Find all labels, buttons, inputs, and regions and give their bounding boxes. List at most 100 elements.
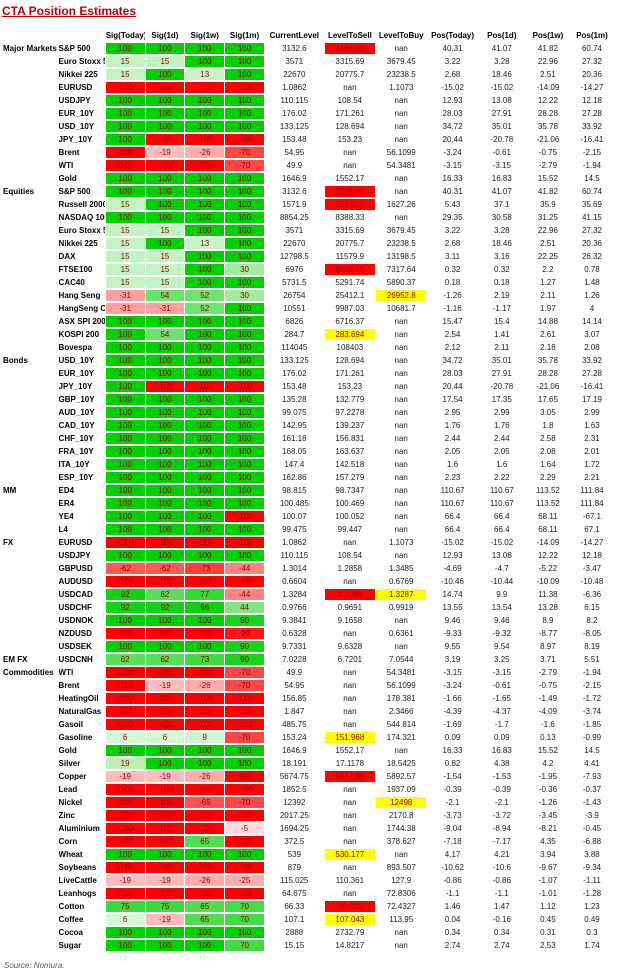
signal-cell: -100 — [145, 888, 185, 899]
signal-cell: 100 — [145, 459, 185, 470]
pos-1d-cell: 2.22 — [494, 473, 510, 482]
pos-1m-cell: -0.45 — [582, 824, 602, 833]
instrument-name: ER4 — [58, 499, 75, 508]
pos-today-cell: 2.23 — [444, 473, 461, 482]
signal-cell: 100 — [145, 173, 185, 184]
instrument-name: Brent — [58, 681, 80, 690]
header-level-to-buy: LevelToBuy — [378, 31, 424, 40]
table-row: FTSE100 15 15 100 30 6976 6986.12 7317.64 0.32 0.… — [3, 264, 613, 275]
pos-1w-cell: -1.6 — [541, 720, 555, 729]
instrument-name: L4 — [58, 525, 68, 534]
instrument-name: Gasoline — [58, 733, 93, 742]
signal-cell: 100 — [105, 95, 145, 106]
pos-1m-cell: -0.37 — [582, 785, 602, 794]
signal-cell: 100 — [185, 641, 225, 652]
level-to-sell-cell: nan — [343, 785, 357, 794]
table-row: Coffee 6 -19 65 70 107.1 107.043 113.95 0.04 -0.1… — [3, 914, 613, 925]
signal-cell: -19 — [145, 914, 185, 925]
pos-1d-cell: -1.65 — [492, 694, 511, 703]
pos-1m-cell: 4.41 — [584, 759, 600, 768]
current-level-cell: 54.95 — [284, 148, 305, 157]
pos-1m-cell: -10.48 — [580, 577, 604, 586]
pos-1m-cell: 33.92 — [581, 122, 602, 131]
level-to-sell-cell: nan — [343, 629, 357, 638]
table-row: Wheat 100 100 100 100 539 530.177 nan 4.17 4.21 3.… — [3, 849, 613, 860]
pos-today-cell: 28.03 — [442, 369, 463, 378]
signal-cell: -100 — [105, 706, 145, 717]
pos-1m-cell: 27.28 — [581, 109, 602, 118]
table-row: Euro Stoxx 50151510010035713315.693679.4… — [3, 56, 613, 67]
signal-cell: 92 — [105, 602, 145, 613]
pos-1w-cell: 22.96 — [537, 226, 558, 235]
signal-cell: 15 — [105, 69, 145, 80]
signal-cell: -100 — [105, 836, 145, 847]
level-to-buy-cell: nan — [394, 369, 408, 378]
signal-cell: 100 — [225, 199, 264, 210]
signal-cell: -100 — [145, 719, 185, 730]
signal-cell: 15 — [105, 277, 145, 288]
level-to-sell-cell: nan — [343, 863, 357, 872]
signal-cell: -90 — [225, 628, 264, 639]
pos-today-cell: -1.1 — [445, 889, 460, 898]
pos-1d-cell: 2.74 — [494, 941, 510, 950]
pos-today-cell: 3.22 — [444, 226, 461, 235]
level-to-sell-cell: nan — [343, 824, 357, 833]
pos-1w-cell: -9.67 — [538, 863, 558, 872]
signal-cell: 100 — [145, 121, 185, 132]
pos-today-cell: 9.55 — [444, 642, 461, 651]
instrument-name: ESP_10Y — [58, 473, 94, 482]
level-to-buy-cell: nan — [394, 616, 408, 625]
pos-today-cell: -4.69 — [443, 564, 462, 573]
pos-1d-cell: -1.7 — [494, 720, 509, 729]
signal-cell: -26 — [185, 771, 225, 782]
signal-cell: 100 — [185, 433, 225, 444]
instrument-name: DAX — [58, 252, 76, 261]
current-level-cell: 156.85 — [282, 694, 307, 703]
group-label — [3, 69, 58, 80]
level-to-sell-cell: 5677.96 — [324, 771, 376, 782]
group-label — [3, 173, 58, 184]
table-row: JPY_10Y 100 -100 -100 -100 153.48 153.23 nan 20.… — [3, 381, 613, 392]
instrument-name: EUR_10Y — [58, 109, 95, 118]
pos-1d-cell: 2.44 — [494, 434, 510, 443]
pos-1m-cell: -16.41 — [580, 135, 604, 144]
signal-cell: 54 — [145, 290, 185, 301]
signal-cell: 100 — [105, 420, 145, 431]
level-to-buy-cell: 26952.8 — [376, 290, 427, 301]
pos-1d-cell: 0.34 — [494, 928, 510, 937]
current-level-cell: 100.07 — [282, 512, 307, 521]
table-row: Soybeans -100 -100 -100 -100 879 nan 893.507 -10… — [3, 862, 613, 873]
signal-cell: 100 — [105, 615, 145, 626]
pos-1m-cell: 41.15 — [581, 213, 602, 222]
pos-today-cell: 2.74 — [444, 941, 461, 950]
pos-1m-cell: -2.15 — [582, 681, 602, 690]
signal-cell: 100 — [225, 745, 264, 756]
current-level-cell: 9.3841 — [282, 616, 307, 625]
instrument-name: USDCHF — [58, 603, 92, 612]
signal-cell: 100 — [225, 238, 264, 249]
group-label — [3, 758, 58, 769]
pos-today-cell: 29.35 — [442, 213, 463, 222]
instrument-name: Aluminium — [58, 824, 100, 833]
pos-1w-cell: 35.78 — [537, 122, 558, 131]
cta-position-table: Sig(Today) Sig(1d) Sig(1w) Sig(1m) Curre… — [2, 28, 614, 953]
group-label — [3, 199, 58, 210]
table-row: EUR_10Y 100 100 100 100 176.02 171.261 nan 28.03… — [3, 368, 613, 379]
pos-today-cell: 1.46 — [444, 902, 461, 911]
signal-cell: -19 — [105, 771, 145, 782]
pos-1d-cell: -2.1 — [494, 798, 509, 807]
instrument-name: EUR_10Y — [58, 369, 95, 378]
pos-1w-cell: 35.78 — [537, 356, 558, 365]
signal-cell: -26 — [185, 680, 225, 691]
signal-cell: -100 — [185, 784, 225, 795]
pos-1d-cell: 13.08 — [491, 96, 512, 105]
signal-cell: 100 — [145, 446, 185, 457]
pos-1m-cell: -9.34 — [582, 863, 602, 872]
current-level-cell: 110.115 — [280, 551, 309, 560]
group-label — [3, 329, 58, 340]
table-row: YE4 100 100 100 -100 100.07 100.052 nan 66.4 66.4… — [3, 511, 613, 522]
pos-1w-cell: 2.51 — [540, 239, 556, 248]
current-level-cell: 8854.25 — [279, 213, 309, 222]
group-label — [3, 693, 58, 704]
